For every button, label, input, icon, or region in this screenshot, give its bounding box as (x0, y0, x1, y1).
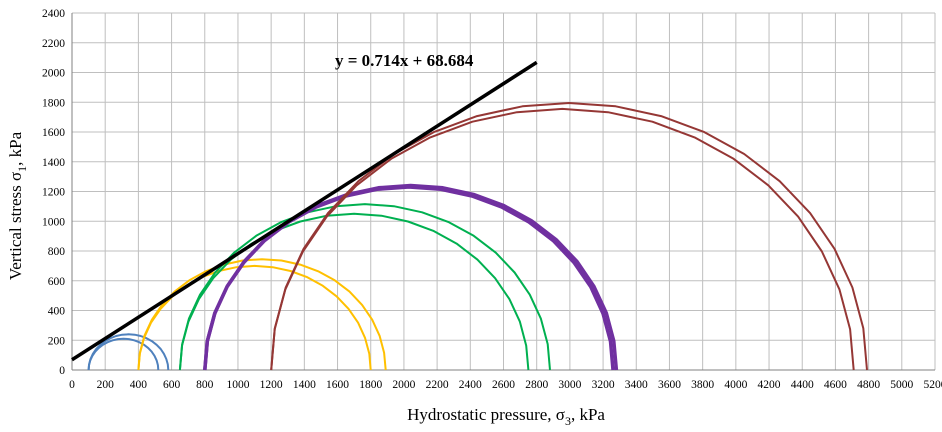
x-tick-label: 1600 (326, 379, 349, 391)
y-tick-label: 1400 (42, 157, 65, 169)
x-tick-label: 3800 (691, 379, 714, 391)
mohr-circle-1-2 (87, 337, 160, 371)
x-tick-label: 2400 (459, 379, 482, 391)
x-tick-label: 4800 (857, 379, 880, 391)
x-axis-title: Hydrostatic pressure, σ3, kPa (407, 405, 605, 428)
x-tick-label: 3200 (592, 379, 615, 391)
x-tick-label: 3400 (625, 379, 648, 391)
x-tick-label: 800 (196, 379, 214, 391)
x-tick-label: 2000 (392, 379, 415, 391)
y-tick-label: 800 (48, 246, 66, 258)
x-tick-label: 1800 (359, 379, 382, 391)
y-tick-label: 0 (59, 365, 65, 377)
x-tick-label: 2800 (525, 379, 548, 391)
x-tick-label: 3000 (558, 379, 581, 391)
x-tick-label: 4600 (824, 379, 847, 391)
series-layer (87, 102, 868, 371)
x-tick-label: 5000 (890, 379, 913, 391)
fit-line (71, 60, 538, 362)
y-tick-label: 1800 (42, 97, 65, 109)
y-tick-label: 200 (48, 335, 66, 347)
y-axis-title-subscript: 1 (15, 166, 29, 172)
y-tick-label: 1000 (42, 216, 65, 228)
x-axis-title-subscript: 3 (565, 414, 571, 428)
fit-equation-label: y = 0.714x + 68.684 (335, 51, 474, 70)
grid (71, 12, 936, 371)
y-axis-ticks: 0 200 400 600 800 1000 1200 1400 1600 1800 2000 220… (42, 8, 65, 377)
y-tick-label: 1600 (42, 127, 65, 139)
x-tick-label: 2200 (426, 379, 449, 391)
x-tick-label: 2600 (492, 379, 515, 391)
mohr-circle-3-1 (178, 203, 551, 371)
x-tick-label: 1200 (260, 379, 283, 391)
x-tick-label: 600 (163, 379, 181, 391)
x-tick-label: 200 (97, 379, 115, 391)
x-tick-label: 1400 (293, 379, 316, 391)
x-tick-label: 4000 (724, 379, 747, 391)
x-tick-label: 3600 (658, 379, 681, 391)
x-tick-label: 5200 (924, 379, 942, 391)
y-tick-label: 400 (48, 306, 66, 318)
mohr-circle-2-1 (137, 258, 387, 371)
fit-line-layer (71, 60, 538, 362)
y-tick-label: 2200 (42, 38, 65, 50)
mohr-circle-5-2 (270, 107, 855, 371)
mohr-circle-3-2 (178, 212, 530, 371)
y-tick-label: 600 (48, 276, 66, 288)
y-axis-title: Vertical stress σ1, kPa (6, 131, 29, 280)
mohr-circle-4-1 (203, 183, 619, 371)
x-tick-label: 1000 (226, 379, 249, 391)
x-axis-ticks: 0 200 400 600 800 1000 1200 1400 1600 1800 2000 220… (69, 379, 942, 391)
x-tick-label: 400 (130, 379, 148, 391)
y-tick-label: 1200 (42, 187, 65, 199)
x-tick-label: 4400 (791, 379, 814, 391)
x-tick-label: 4200 (758, 379, 781, 391)
y-tick-label: 2000 (42, 68, 65, 80)
mohr-circle-2-2 (137, 264, 372, 371)
mohr-circle-4-2 (203, 185, 615, 371)
x-tick-label: 0 (69, 379, 75, 391)
y-tick-label: 2400 (42, 8, 65, 20)
